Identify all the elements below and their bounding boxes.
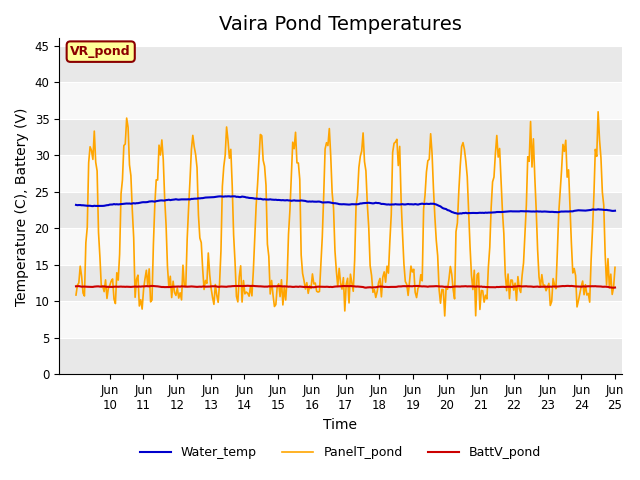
PanelT_pond <box>595 109 602 115</box>
Water_temp <box>611 208 619 214</box>
Bar <box>59 192 621 228</box>
BattV_pond <box>351 284 358 289</box>
PanelT_pond <box>538 272 546 277</box>
Bar <box>59 228 621 265</box>
Title: Vaira Pond Temperatures: Vaira Pond Temperatures <box>219 15 462 34</box>
Text: VR_pond: VR_pond <box>70 45 131 58</box>
Water_temp <box>90 203 98 209</box>
BattV_pond <box>609 285 616 290</box>
BattV_pond <box>610 285 618 290</box>
PanelT_pond <box>90 128 98 134</box>
PanelT_pond <box>458 144 465 149</box>
BattV_pond <box>244 283 252 288</box>
Water_temp <box>108 202 115 207</box>
Legend: Water_temp, PanelT_pond, BattV_pond: Water_temp, PanelT_pond, BattV_pond <box>135 441 546 464</box>
Bar <box>59 265 621 301</box>
BattV_pond <box>458 284 465 289</box>
Bar <box>59 46 621 82</box>
PanelT_pond <box>72 292 80 298</box>
Bar <box>59 301 621 338</box>
BattV_pond <box>611 285 619 290</box>
PanelT_pond <box>611 264 619 270</box>
Water_temp <box>72 202 80 208</box>
Bar <box>59 155 621 192</box>
Water_temp <box>459 210 467 216</box>
Water_temp <box>224 193 232 199</box>
Water_temp <box>610 208 618 214</box>
BattV_pond <box>538 284 546 289</box>
BattV_pond <box>72 283 80 289</box>
X-axis label: Time: Time <box>323 418 358 432</box>
BattV_pond <box>108 284 115 290</box>
Bar <box>59 82 621 119</box>
Water_temp <box>540 209 547 215</box>
Line: BattV_pond: BattV_pond <box>76 286 615 288</box>
Bar <box>59 338 621 374</box>
Bar <box>59 119 621 155</box>
PanelT_pond <box>349 288 357 294</box>
Water_temp <box>454 211 461 216</box>
PanelT_pond <box>108 278 115 284</box>
Water_temp <box>351 202 358 207</box>
Line: Water_temp: Water_temp <box>76 196 615 214</box>
BattV_pond <box>90 284 98 289</box>
PanelT_pond <box>441 313 449 319</box>
Line: PanelT_pond: PanelT_pond <box>76 112 615 316</box>
PanelT_pond <box>610 284 618 290</box>
Y-axis label: Temperature (C), Battery (V): Temperature (C), Battery (V) <box>15 107 29 306</box>
